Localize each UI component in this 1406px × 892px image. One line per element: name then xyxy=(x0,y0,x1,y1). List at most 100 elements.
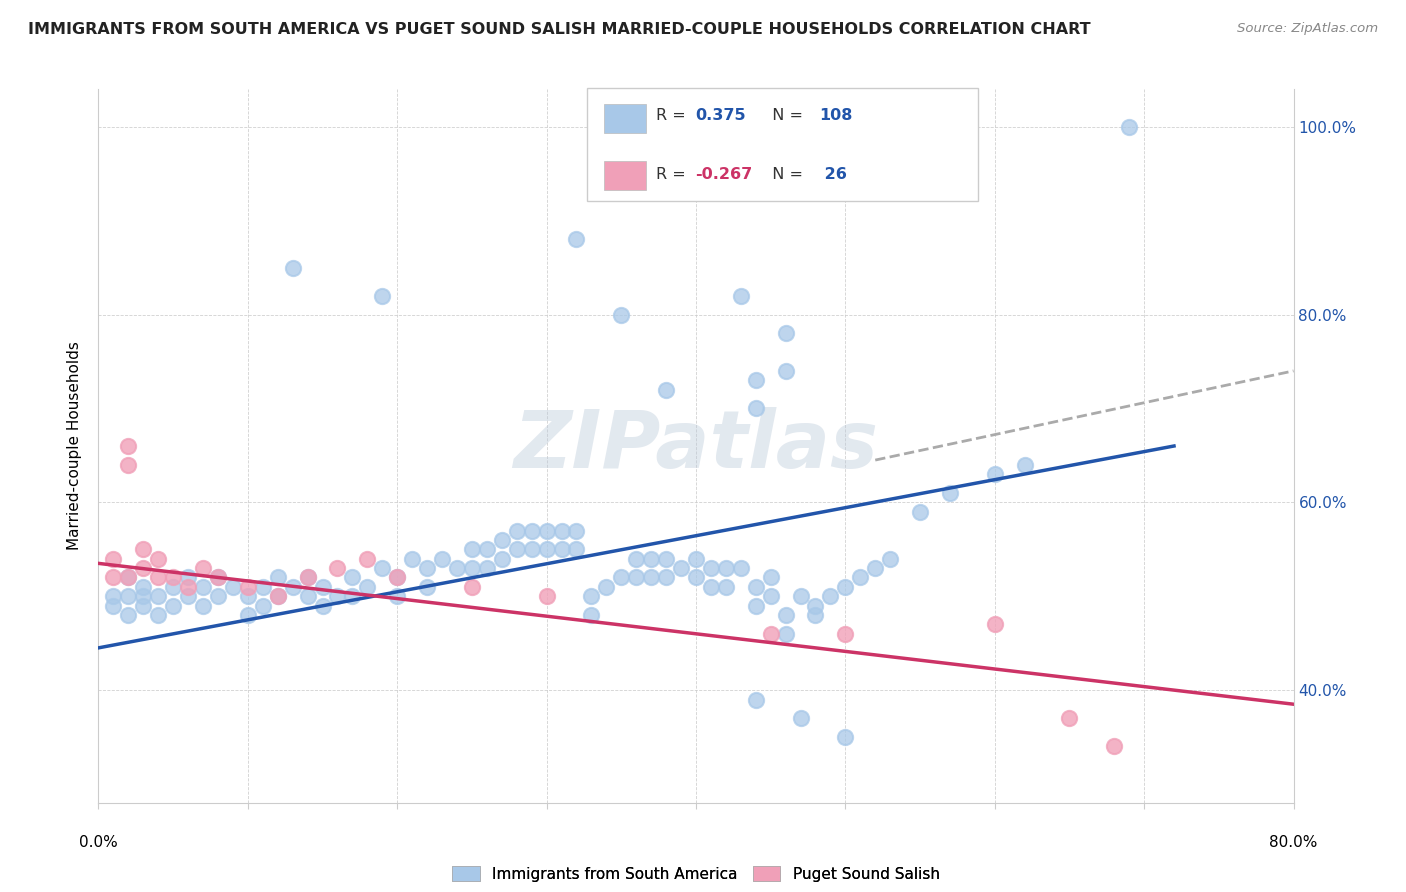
Point xyxy=(162,580,184,594)
Point xyxy=(461,542,484,557)
Point xyxy=(207,570,229,584)
Point xyxy=(565,232,588,246)
Point xyxy=(789,589,811,603)
Point xyxy=(506,542,529,557)
Point xyxy=(984,467,1007,482)
Point xyxy=(177,570,200,584)
Point xyxy=(849,570,872,584)
Point xyxy=(804,607,827,622)
Point xyxy=(536,589,558,603)
Point xyxy=(759,570,782,584)
Point xyxy=(834,627,856,641)
Point xyxy=(311,580,333,594)
Text: R =: R = xyxy=(657,168,692,182)
Point xyxy=(775,326,797,341)
Point xyxy=(520,524,543,538)
Point xyxy=(191,561,214,575)
Point xyxy=(565,542,588,557)
Point xyxy=(745,692,768,706)
Point xyxy=(252,580,274,594)
Point xyxy=(236,607,259,622)
Point xyxy=(491,551,513,566)
Point xyxy=(371,561,394,575)
Text: N =: N = xyxy=(762,168,808,182)
Text: 0.375: 0.375 xyxy=(696,109,747,123)
Point xyxy=(745,401,768,416)
Point xyxy=(640,570,662,584)
Point xyxy=(908,505,931,519)
Point xyxy=(132,542,155,557)
Point xyxy=(385,570,409,584)
Point xyxy=(117,439,139,453)
Point xyxy=(148,607,170,622)
Point xyxy=(655,383,678,397)
Point xyxy=(520,542,543,557)
Point xyxy=(834,580,856,594)
Point xyxy=(745,599,768,613)
Point xyxy=(1059,711,1081,725)
Point xyxy=(267,570,290,584)
Point xyxy=(117,570,139,584)
Point xyxy=(759,589,782,603)
Point xyxy=(371,289,394,303)
Point xyxy=(191,599,214,613)
Point xyxy=(103,589,125,603)
Text: R =: R = xyxy=(657,109,692,123)
Point xyxy=(506,524,529,538)
Point xyxy=(281,260,304,275)
Point xyxy=(401,551,423,566)
Point xyxy=(1118,120,1140,134)
Point xyxy=(714,580,737,594)
Point xyxy=(685,570,707,584)
Point xyxy=(103,551,125,566)
Point xyxy=(117,458,139,472)
Point xyxy=(775,364,797,378)
Point xyxy=(475,561,498,575)
Point xyxy=(342,570,364,584)
Point xyxy=(655,551,678,566)
Point xyxy=(461,561,484,575)
Point xyxy=(148,570,170,584)
Point xyxy=(416,580,439,594)
Point xyxy=(789,711,811,725)
Point xyxy=(461,580,484,594)
Point xyxy=(177,589,200,603)
Point xyxy=(669,561,692,575)
Point xyxy=(745,580,768,594)
Point xyxy=(1014,458,1036,472)
Point xyxy=(475,542,498,557)
Text: IMMIGRANTS FROM SOUTH AMERICA VS PUGET SOUND SALISH MARRIED-COUPLE HOUSEHOLDS CO: IMMIGRANTS FROM SOUTH AMERICA VS PUGET S… xyxy=(28,22,1091,37)
Point xyxy=(342,589,364,603)
Point xyxy=(626,551,648,566)
Point xyxy=(132,589,155,603)
Text: ZIPatlas: ZIPatlas xyxy=(513,407,879,485)
Point xyxy=(984,617,1007,632)
Point xyxy=(162,599,184,613)
Point xyxy=(745,373,768,387)
Point xyxy=(700,580,723,594)
Point xyxy=(252,599,274,613)
Text: 80.0%: 80.0% xyxy=(1270,836,1317,850)
Point xyxy=(775,607,797,622)
Point xyxy=(222,580,245,594)
Text: 0.0%: 0.0% xyxy=(79,836,118,850)
Point xyxy=(834,730,856,744)
Point xyxy=(281,580,304,594)
Point xyxy=(416,561,439,575)
Point xyxy=(550,524,572,538)
Point xyxy=(700,561,723,575)
Point xyxy=(446,561,468,575)
Text: 26: 26 xyxy=(820,168,848,182)
Point xyxy=(297,570,319,584)
Point xyxy=(655,570,678,584)
Point xyxy=(536,524,558,538)
Point xyxy=(759,627,782,641)
Point xyxy=(550,542,572,557)
Point xyxy=(939,486,962,500)
Point xyxy=(775,627,797,641)
Point xyxy=(191,580,214,594)
Point xyxy=(430,551,453,566)
Point xyxy=(685,551,707,566)
Point xyxy=(103,599,125,613)
Point xyxy=(626,570,648,584)
